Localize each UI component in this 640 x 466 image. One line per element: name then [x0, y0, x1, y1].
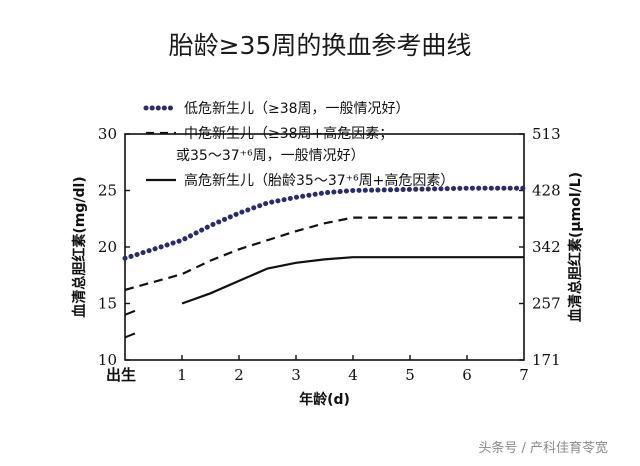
y-left-tick-label: 25 [98, 182, 117, 200]
series-line-solid [181, 256, 524, 305]
series-line-dashed [124, 216, 524, 291]
y-right-tick-label: 428 [532, 182, 561, 200]
y-left-axis-title: 血清总胆红素(mg/dl) [71, 176, 88, 317]
legend: 低危新生儿（≥38周，一般情况好） 中危新生儿（≥38周+高危因素； 或35～3… [143, 101, 454, 189]
x-tick-label: 5 [405, 366, 415, 384]
legend-high-risk-label: 高危新生儿（胎龄35～37⁺⁶周+高危因素） [184, 172, 454, 189]
y-right-tick-label: 513 [532, 125, 561, 143]
x-tick-label: 6 [462, 366, 472, 384]
watermark: 头条号 / 产科佳育苓宽 [478, 441, 608, 456]
axes: 10 15 20 25 30 171 257 342 428 513 出生 1 2 3 4 5 6 7 年龄(d) 血… [71, 125, 584, 408]
y-right-tick-label: 342 [532, 238, 561, 256]
plot-frame [124, 133, 525, 361]
y-right-tick-label: 257 [532, 295, 561, 313]
series-line-dotted [122, 185, 527, 261]
y-right-axis-title: 血清总胆红素(μmol/L) [567, 172, 584, 322]
legend-low-risk-label: 低危新生儿（≥38周，一般情况好） [184, 101, 410, 117]
y-left-tick-label: 30 [98, 125, 117, 143]
y-left-tick-label: 20 [98, 238, 117, 256]
y-right-tick-label: 171 [532, 351, 561, 369]
x-tick-label: 4 [348, 366, 358, 384]
x-tick-label: 2 [234, 366, 244, 384]
chart-title: 胎龄≥35周的换血参考曲线 [168, 31, 472, 60]
y-left-tick-label: 10 [98, 351, 117, 369]
x-tick-label: 7 [519, 366, 529, 384]
series-start-solid [124, 332, 136, 339]
x-tick-label: 3 [291, 366, 301, 384]
legend-medium-risk-label-2: 或35～37⁺⁶周，一般情况好） [176, 148, 365, 164]
x-axis-title: 年龄(d) [299, 391, 350, 408]
x-tick-label: 1 [177, 366, 187, 384]
x-tick-label: 出生 [106, 366, 136, 384]
series-layer [122, 185, 527, 339]
series-start-dashed [124, 309, 136, 316]
y-left-tick-label: 15 [98, 295, 117, 313]
